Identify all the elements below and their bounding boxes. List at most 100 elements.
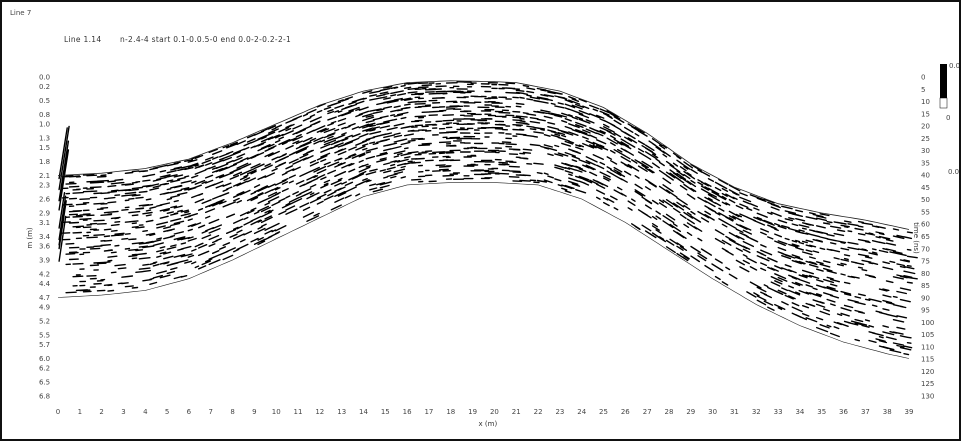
y2-tick-label: 5 xyxy=(921,86,925,94)
x-tick-label: 23 xyxy=(555,408,564,416)
colorbar-top-label: 0.0% xyxy=(949,62,959,70)
y-tick-label: 1.0 xyxy=(39,120,50,128)
y2-tick-label: 95 xyxy=(921,307,930,315)
y-tick-label: 3.9 xyxy=(39,257,50,265)
y-tick-label: 0.5 xyxy=(39,97,50,105)
y-tick-label: 0.8 xyxy=(39,111,50,119)
x-tick-label: 11 xyxy=(294,408,303,416)
y-tick-label: 2.1 xyxy=(39,172,50,180)
y2-tick-label: 55 xyxy=(921,209,930,217)
x-tick-label: 13 xyxy=(337,408,346,416)
x-tick-label: 29 xyxy=(686,408,695,416)
x-tick-label: 18 xyxy=(446,408,455,416)
y2-tick-label: 90 xyxy=(921,294,930,302)
x-tick-label: 14 xyxy=(359,408,368,416)
x-tick-label: 21 xyxy=(512,408,521,416)
y2-tick-label: 105 xyxy=(921,331,934,339)
y2-tick-label: 60 xyxy=(921,221,930,229)
x-tick-label: 6 xyxy=(187,408,192,416)
y-tick-label: 4.2 xyxy=(39,271,50,279)
x-tick-label: 5 xyxy=(165,408,169,416)
y-tick-label: 1.8 xyxy=(39,158,50,166)
window-label: Line 7 xyxy=(10,9,31,17)
x-tick-label: 37 xyxy=(861,408,870,416)
colorbar-low-end xyxy=(939,97,948,109)
y-tick-label: 0.2 xyxy=(39,83,50,91)
x-tick-label: 24 xyxy=(577,408,586,416)
x-axis: 0 1 2 3 4 5 6 7 8 9 10 11 12 13 14 15 16 17 18 19 20 21 22 23 24… xyxy=(56,408,914,416)
y-axis-label: m (m) xyxy=(26,227,34,249)
y2-tick-label: 20 xyxy=(921,123,930,131)
y-tick-label: 0.0 xyxy=(39,74,50,82)
x-tick-label: 15 xyxy=(381,408,390,416)
x-tick-label: 8 xyxy=(230,408,234,416)
x-tick-label: 7 xyxy=(208,408,212,416)
x-tick-label: 1 xyxy=(78,408,82,416)
x-tick-label: 32 xyxy=(752,408,761,416)
y2-tick-label: 30 xyxy=(921,147,930,155)
y2-tick-label: 10 xyxy=(921,98,930,106)
colorbar-zero-label: 0 xyxy=(946,114,950,122)
x-tick-label: 38 xyxy=(883,408,892,416)
x-tick-label: 27 xyxy=(643,408,652,416)
y-tick-label: 3.6 xyxy=(39,242,51,250)
x-tick-label: 0 xyxy=(56,408,60,416)
y-tick-label: 4.7 xyxy=(39,294,50,302)
y2-tick-label: 130 xyxy=(921,393,934,401)
colorbar xyxy=(940,64,947,108)
x-tick-label: 20 xyxy=(490,408,499,416)
x-tick-label: 2 xyxy=(99,408,103,416)
y2-tick-label: 35 xyxy=(921,159,930,167)
bottom-boundary-line xyxy=(57,182,910,359)
y-tick-label: 1.5 xyxy=(39,144,50,152)
y-tick-label: 6.5 xyxy=(39,378,50,386)
x-tick-label: 26 xyxy=(621,408,630,416)
x-tick-label: 36 xyxy=(839,408,848,416)
y-axis-left: 0.00.2 0.5 0.81.0 1.31.5 1.8 2.12.3 2.6 2.93.1 3… xyxy=(39,74,51,401)
surface-boundary-line xyxy=(57,80,910,230)
y2-tick-label: 45 xyxy=(921,184,930,192)
y-tick-label: 4.9 xyxy=(39,303,50,311)
y-tick-label: 5.2 xyxy=(39,317,50,325)
x-axis-label: x (m) xyxy=(479,420,498,428)
y2-tick-label: 120 xyxy=(921,368,934,376)
y-tick-label: 6.8 xyxy=(39,393,50,401)
y-tick-label: 5.7 xyxy=(39,341,50,349)
y2-tick-label: 25 xyxy=(921,135,930,143)
x-tick-label: 3 xyxy=(121,408,125,416)
y-tick-label: 2.6 xyxy=(39,196,51,204)
x-tick-label: 9 xyxy=(252,408,256,416)
y-tick-label: 2.3 xyxy=(39,181,50,189)
y-tick-label: 6.2 xyxy=(39,364,50,372)
y2-tick-label: 85 xyxy=(921,282,930,290)
y2-axis-label: time (ns) xyxy=(912,222,920,254)
x-tick-label: 30 xyxy=(708,408,717,416)
y2-tick-label: 115 xyxy=(921,356,934,364)
y-tick-label: 4.4 xyxy=(39,280,51,288)
x-tick-label: 39 xyxy=(905,408,914,416)
y2-tick-label: 40 xyxy=(921,172,930,180)
x-tick-label: 4 xyxy=(143,408,148,416)
x-tick-label: 34 xyxy=(795,408,804,416)
y2-tick-label: 110 xyxy=(921,343,934,351)
y-tick-label: 5.5 xyxy=(39,332,50,340)
y2-tick-label: 15 xyxy=(921,110,930,118)
x-tick-label: 25 xyxy=(599,408,608,416)
radargram-image xyxy=(58,81,918,356)
y-tick-label: 6.0 xyxy=(39,355,50,363)
y2-tick-label: 50 xyxy=(921,196,930,204)
x-tick-label: 12 xyxy=(315,408,324,416)
y2-tick-label: 0 xyxy=(921,74,925,82)
x-tick-label: 22 xyxy=(534,408,543,416)
x-tick-label: 19 xyxy=(468,408,477,416)
y2-tick-label: 70 xyxy=(921,245,930,253)
y-tick-label: 2.9 xyxy=(39,210,50,218)
x-tick-label: 17 xyxy=(424,408,433,416)
x-tick-label: 28 xyxy=(665,408,674,416)
y2-tick-label: 65 xyxy=(921,233,930,241)
x-tick-label: 35 xyxy=(817,408,826,416)
line-info: Line 1.14 xyxy=(64,35,101,44)
y-tick-label: 3.1 xyxy=(39,219,50,227)
